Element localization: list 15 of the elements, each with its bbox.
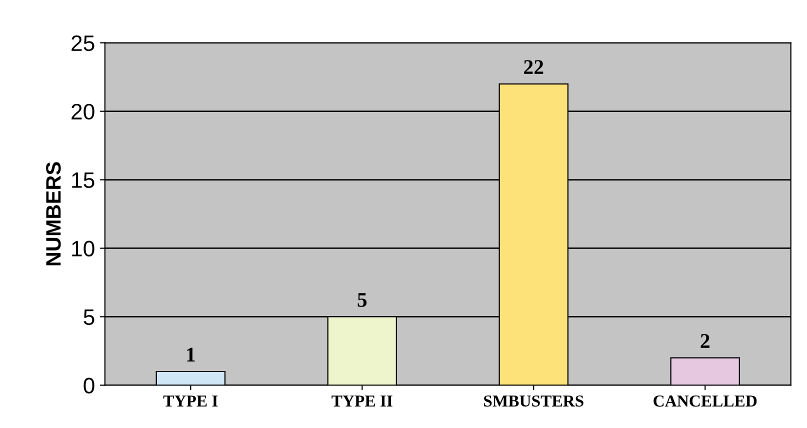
x-tick-label: SMBUSTERS (484, 395, 584, 407)
y-tick-label: 20 (72, 104, 94, 120)
y-tick-label: 25 (72, 35, 94, 52)
x-tick-label: TYPE II (332, 396, 392, 406)
y-axis-title: NUMBERS (46, 162, 61, 266)
x-tick-label: TYPE I (163, 396, 218, 406)
x-tick-label: CANCELLED (654, 395, 757, 407)
data-label: 2 (700, 334, 710, 348)
data-label: 22 (524, 60, 544, 74)
y-tick-label: 10 (72, 240, 94, 257)
y-tick-label: 0 (84, 378, 94, 394)
y-tick-label: 15 (72, 172, 94, 188)
data-label: 1 (187, 348, 195, 362)
data-label: 5 (358, 293, 367, 307)
y-tick-label: 5 (84, 309, 94, 325)
